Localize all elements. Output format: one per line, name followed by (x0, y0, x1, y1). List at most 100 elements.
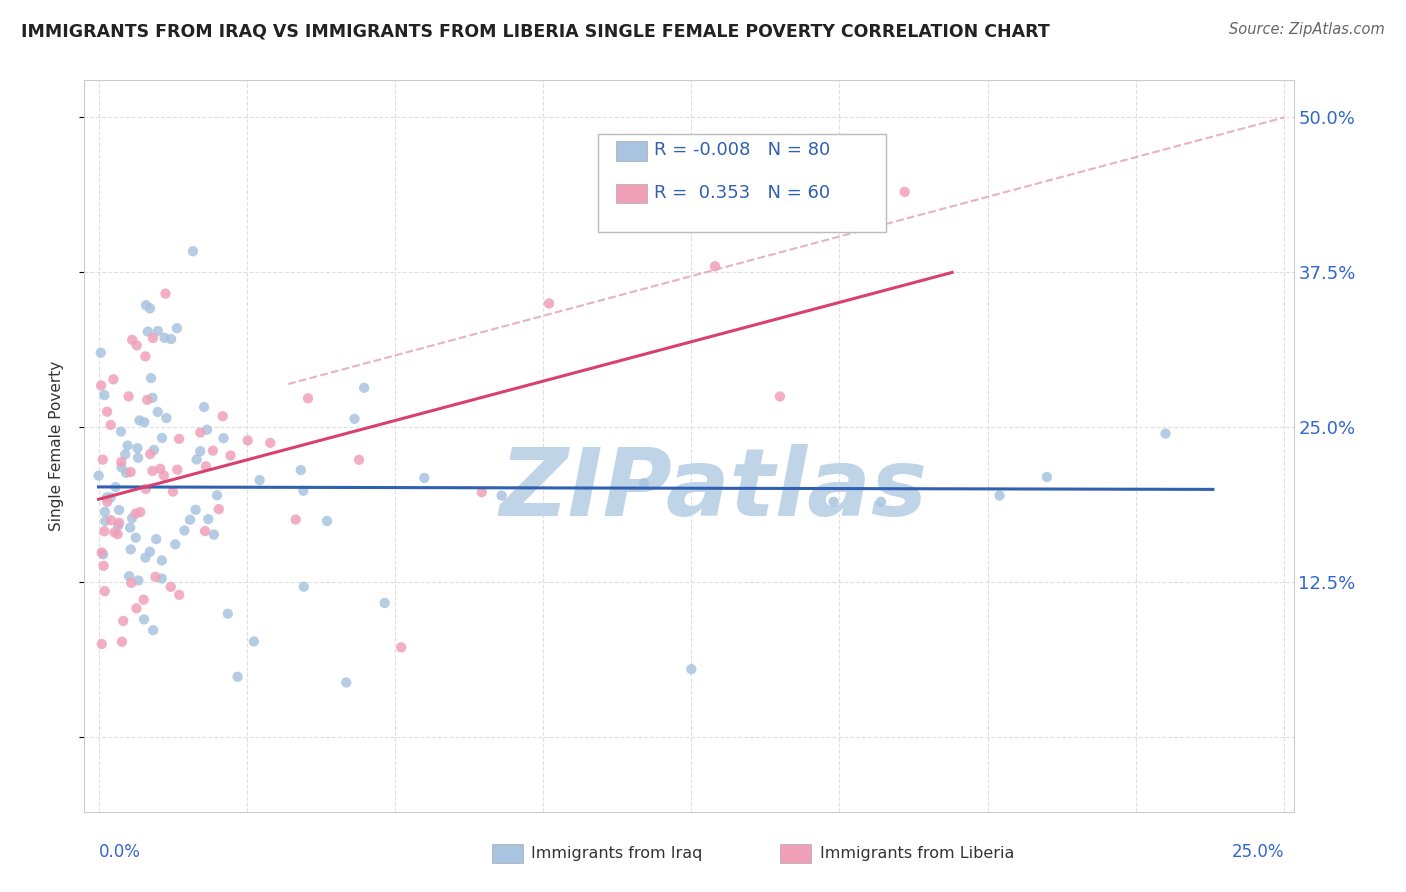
Point (87, 468, 110, 483)
Point (96, 405, 118, 419)
Point (1036, 470, 1059, 484)
Point (145, 532, 167, 546)
Point (127, 441, 149, 455)
Text: 0.0%: 0.0% (98, 843, 141, 861)
Point (132, 612, 155, 626)
Point (118, 569, 141, 583)
Point (219, 449, 242, 463)
Point (94, 514, 117, 528)
Point (125, 531, 148, 545)
Point (108, 503, 131, 517)
Point (127, 574, 149, 588)
Point (211, 409, 233, 424)
Text: R =  0.353   N = 60: R = 0.353 N = 60 (654, 184, 830, 202)
Point (100, 417, 122, 432)
Text: Source: ZipAtlas.com: Source: ZipAtlas.com (1229, 22, 1385, 37)
Point (141, 464, 163, 478)
Point (127, 450, 149, 465)
Point (243, 634, 266, 648)
Point (134, 350, 156, 364)
Point (988, 489, 1011, 503)
Point (107, 518, 129, 533)
Point (96, 495, 118, 509)
Point (93, 584, 115, 599)
Point (100, 491, 122, 505)
Point (112, 614, 135, 628)
Point (1154, 426, 1177, 441)
Point (491, 489, 513, 503)
Point (132, 592, 155, 607)
Point (205, 488, 228, 502)
Point (538, 296, 561, 310)
Point (769, 389, 792, 403)
Point (93, 388, 115, 402)
Point (188, 444, 211, 458)
Point (149, 462, 172, 476)
Point (143, 442, 166, 457)
Point (120, 465, 142, 479)
Point (316, 514, 339, 528)
Point (155, 411, 177, 425)
Point (297, 392, 319, 406)
Point (179, 513, 201, 527)
Point (681, 662, 703, 676)
Point (201, 443, 224, 458)
Point (146, 324, 169, 338)
Point (823, 495, 845, 509)
Point (121, 333, 143, 347)
Point (139, 371, 162, 385)
Text: Immigrants from Liberia: Immigrants from Liberia (820, 847, 1014, 861)
Point (139, 544, 162, 558)
Point (104, 480, 127, 494)
Point (139, 301, 162, 316)
Point (121, 511, 143, 525)
Point (120, 520, 142, 534)
Point (208, 502, 231, 516)
Point (90, 345, 112, 359)
Point (193, 400, 215, 414)
Point (226, 670, 249, 684)
Point (117, 389, 139, 403)
Point (155, 286, 177, 301)
Point (292, 580, 315, 594)
Point (212, 431, 235, 445)
Point (704, 259, 727, 273)
Point (120, 576, 142, 591)
Point (129, 505, 152, 519)
Point (108, 516, 131, 530)
Point (125, 338, 148, 352)
Point (93, 524, 115, 539)
Y-axis label: Single Female Poverty: Single Female Poverty (49, 361, 63, 531)
Point (134, 415, 156, 429)
Point (142, 331, 165, 345)
Point (166, 321, 188, 335)
Point (103, 372, 125, 386)
Point (347, 452, 370, 467)
Point (128, 413, 150, 427)
Point (111, 634, 134, 648)
Point (165, 537, 187, 551)
Point (173, 524, 195, 538)
Point (139, 447, 162, 461)
Point (166, 463, 188, 477)
Point (153, 468, 176, 483)
Point (135, 298, 157, 312)
Point (103, 525, 125, 540)
Point (870, 495, 893, 509)
Point (202, 527, 225, 541)
Point (249, 473, 271, 487)
Point (110, 425, 132, 439)
Point (893, 185, 915, 199)
Point (343, 412, 366, 426)
Point (110, 460, 132, 475)
Point (194, 459, 217, 474)
Point (194, 524, 217, 538)
Point (184, 502, 207, 516)
Point (217, 607, 239, 621)
Point (353, 381, 375, 395)
Point (135, 482, 157, 496)
Point (146, 405, 169, 419)
Point (159, 580, 181, 594)
Point (195, 423, 218, 437)
Point (90, 545, 112, 559)
